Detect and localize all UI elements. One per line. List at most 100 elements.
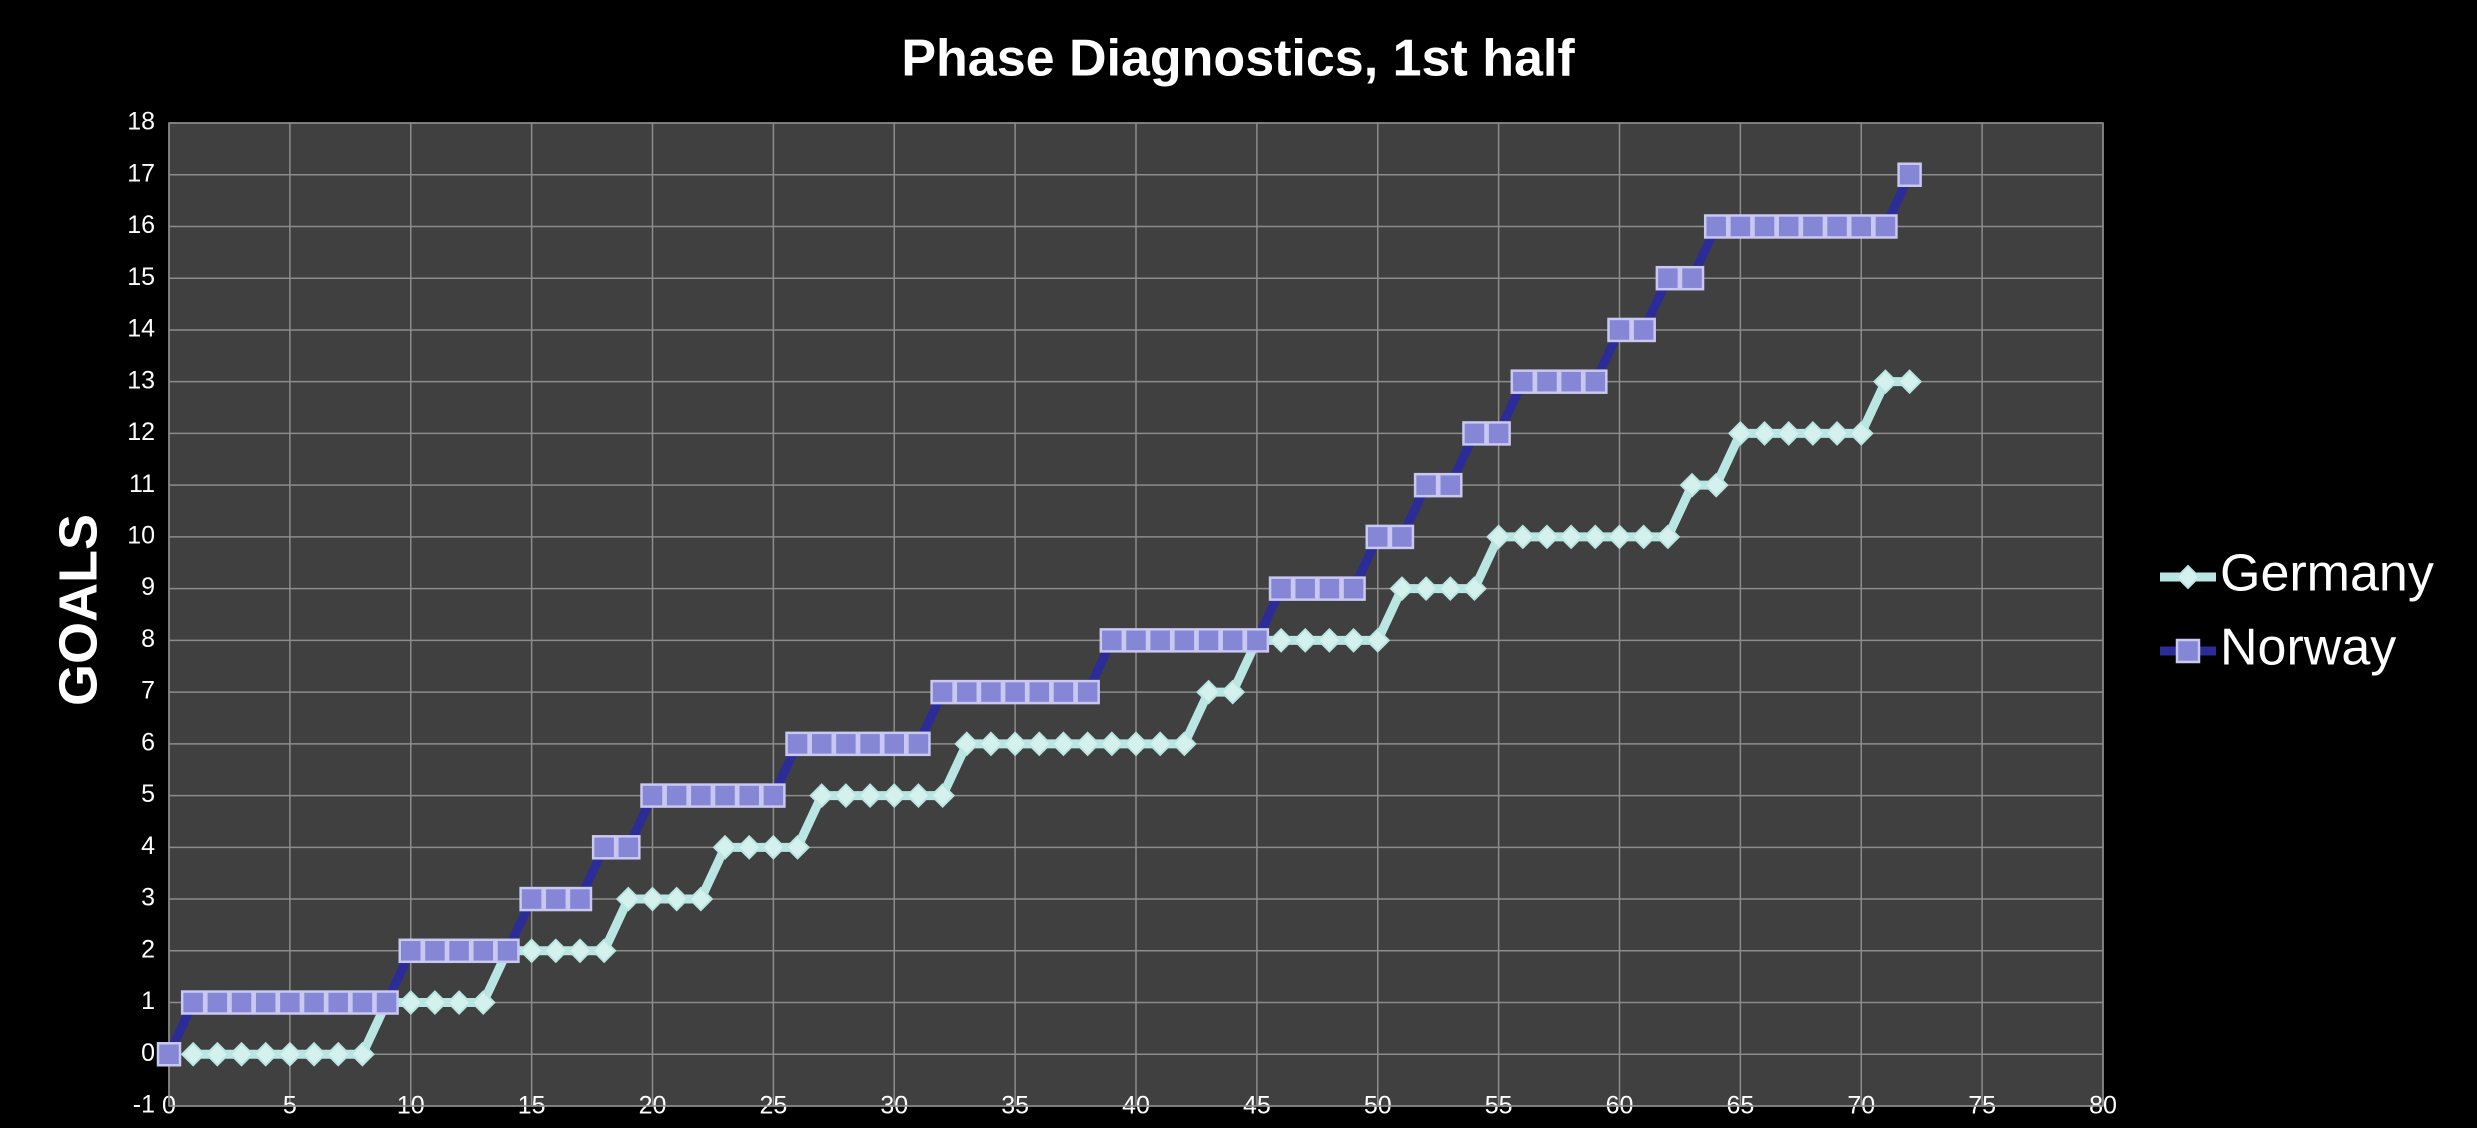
- marker: [519, 938, 545, 964]
- marker: [615, 886, 641, 912]
- marker: [1824, 214, 1850, 239]
- marker: [1534, 524, 1560, 550]
- marker: [1558, 524, 1584, 550]
- marker: [785, 731, 810, 757]
- marker: [881, 783, 907, 808]
- marker: [1679, 472, 1705, 498]
- marker: [446, 938, 472, 964]
- y-tick-label: 12: [127, 418, 155, 446]
- marker: [1631, 317, 1656, 343]
- marker: [567, 938, 593, 964]
- marker: [1679, 265, 1705, 291]
- marker: [640, 783, 665, 808]
- marker: [1655, 265, 1681, 291]
- marker: [930, 783, 956, 808]
- marker: [1316, 627, 1342, 653]
- marker: [1002, 679, 1028, 705]
- y-tick-label: 9: [141, 573, 155, 601]
- marker: [229, 990, 254, 1015]
- marker: [1123, 628, 1149, 653]
- y-tick-label: 16: [127, 211, 155, 239]
- y-tick-label: 10: [127, 522, 155, 550]
- marker: [712, 834, 738, 860]
- marker: [1534, 369, 1560, 394]
- marker: [1268, 576, 1294, 601]
- y-tick-label: 8: [141, 625, 155, 653]
- marker: [1800, 421, 1826, 446]
- y-tick-label: 15: [127, 263, 155, 291]
- marker: [857, 731, 883, 757]
- marker: [1171, 731, 1197, 757]
- marker: [1051, 679, 1076, 705]
- legend-label: Norway: [2220, 619, 2396, 677]
- marker: [736, 783, 762, 808]
- marker: [470, 990, 496, 1015]
- marker: [1389, 576, 1415, 602]
- marker: [205, 990, 230, 1015]
- marker: [688, 886, 714, 912]
- marker: [277, 990, 303, 1015]
- marker: [1051, 731, 1076, 757]
- marker: [180, 990, 206, 1015]
- marker: [1582, 524, 1608, 550]
- marker: [1752, 214, 1777, 239]
- marker: [325, 990, 351, 1015]
- marker: [398, 990, 424, 1015]
- marker: [1486, 524, 1512, 550]
- y-tick-label: 5: [141, 780, 155, 808]
- marker: [325, 1041, 351, 1067]
- y-tick-label: 0: [141, 1039, 155, 1067]
- marker: [664, 783, 689, 808]
- chart-title: Phase Diagnostics, 1st half: [901, 30, 1575, 88]
- y-tick-label: 2: [141, 935, 155, 963]
- marker: [1583, 369, 1608, 394]
- legend-marker: [2175, 564, 2201, 590]
- marker: [1365, 524, 1390, 550]
- marker: [301, 1041, 327, 1067]
- marker: [1123, 731, 1149, 757]
- marker: [1026, 731, 1052, 757]
- marker: [978, 731, 1004, 757]
- marker: [1268, 627, 1294, 653]
- y-tick-label: 17: [127, 159, 155, 187]
- marker: [954, 731, 980, 757]
- marker: [1244, 628, 1270, 653]
- marker: [1147, 731, 1173, 757]
- marker: [664, 886, 690, 912]
- marker: [1727, 421, 1753, 446]
- marker: [1099, 628, 1125, 653]
- marker: [567, 886, 593, 912]
- marker: [1462, 421, 1487, 446]
- marker: [1655, 524, 1681, 550]
- marker: [1027, 679, 1052, 705]
- y-tick-label: 6: [141, 728, 155, 756]
- y-tick-label: 4: [141, 832, 155, 860]
- legend-label: Germany: [2220, 545, 2434, 603]
- marker: [1292, 576, 1318, 601]
- y-tick-label: 7: [141, 677, 155, 705]
- y-tick-label: 1: [141, 987, 155, 1015]
- marker: [1172, 628, 1197, 653]
- marker: [1510, 369, 1536, 394]
- marker: [809, 731, 834, 757]
- marker: [640, 886, 665, 912]
- y-tick-label: -1: [133, 1091, 155, 1119]
- marker: [1147, 628, 1173, 653]
- marker: [1848, 421, 1874, 446]
- marker: [1800, 214, 1826, 239]
- marker: [833, 783, 859, 808]
- marker: [1607, 524, 1632, 550]
- marker: [1510, 524, 1536, 550]
- marker: [1897, 162, 1922, 187]
- marker: [760, 834, 786, 860]
- marker: [422, 990, 448, 1015]
- marker: [712, 783, 738, 808]
- marker: [1607, 317, 1632, 343]
- marker: [374, 990, 399, 1015]
- marker: [954, 679, 980, 705]
- marker: [1631, 524, 1657, 550]
- marker: [930, 679, 955, 705]
- marker: [1341, 576, 1366, 601]
- marker: [1002, 731, 1028, 757]
- marker: [906, 783, 931, 808]
